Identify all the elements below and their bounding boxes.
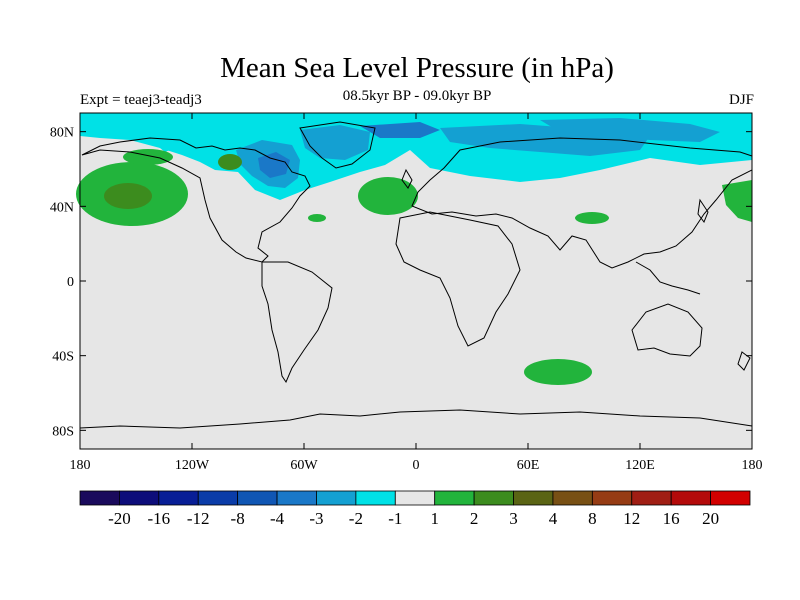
- experiment-label: Expt = teaej3-teadj3: [80, 92, 202, 108]
- coast-australia: [631, 303, 703, 357]
- lon-tick-label: 0: [413, 458, 420, 473]
- colorbar-swatch: [355, 490, 396, 506]
- map-title: Mean Sea Level Pressure (in hPa): [220, 52, 614, 84]
- coast-uk: [401, 168, 413, 189]
- lon-tick-label: 60W: [290, 458, 318, 473]
- map-background: [80, 113, 752, 449]
- colorbar-label: -20: [108, 509, 131, 528]
- map-panel: [76, 112, 753, 450]
- lon-tick-label: 120W: [175, 458, 210, 473]
- coast-greenland: [299, 121, 376, 169]
- colorbar-swatch: [276, 490, 317, 506]
- canada-green-patch: [218, 154, 242, 170]
- coast-south-america: [261, 261, 333, 384]
- lat-tick-label: 80N: [50, 126, 74, 141]
- east-asia-green-region: [722, 180, 752, 222]
- colorbar: -20 -16 -12 -8 -4 -3 -2 -1 1 2 3 4 8 12 16 20: [79, 490, 751, 528]
- colorbar-swatch: [237, 490, 278, 506]
- lat-tick-label: 80S: [52, 424, 74, 439]
- colorbar-swatch: [473, 490, 514, 506]
- colorbar-label: 2: [470, 509, 479, 528]
- lon-tick-label: 60E: [517, 458, 540, 473]
- coast-africa: [395, 211, 521, 347]
- coast-eurasia: [411, 137, 753, 269]
- colorbar-swatch: [316, 490, 357, 506]
- lat-tick-label: 40N: [50, 200, 74, 215]
- colorbar-label: 3: [509, 509, 518, 528]
- negative-anomaly-regions: [80, 113, 752, 200]
- colorbar-swatch: [591, 490, 633, 506]
- colorbar-label: -3: [309, 509, 323, 528]
- pacific-small-green: [123, 149, 173, 165]
- colorbar-label: 20: [702, 509, 719, 528]
- colorbar-label: 1: [430, 509, 439, 528]
- north-atlantic-green-region: [358, 177, 418, 215]
- colorbar-label: -1: [388, 509, 402, 528]
- coast-maritime-islands: [635, 261, 701, 295]
- lat-tick-label: 0: [67, 275, 74, 290]
- mid-atlantic-green-spot: [308, 214, 326, 222]
- greenland-blue-region: [300, 125, 370, 160]
- coast-north-america: [81, 137, 311, 263]
- colorbar-label: 4: [549, 509, 558, 528]
- canada-blue-region: [258, 152, 290, 178]
- middle-east-green-spot: [575, 212, 609, 224]
- north-pacific-dark-core: [104, 183, 152, 209]
- latitude-axis: 80N 40N 0 40S 80S: [50, 126, 752, 439]
- lon-tick-label: 180: [70, 458, 91, 473]
- colorbar-label: 12: [623, 509, 640, 528]
- eurasia-blue-region: [540, 118, 720, 142]
- colorbar-swatch: [631, 490, 672, 506]
- arctic-blue-patch: [360, 122, 440, 138]
- coast-japan: [697, 198, 709, 224]
- period-label: 08.5kyr BP - 09.0kyr BP: [342, 88, 492, 104]
- colorbar-swatch: [79, 490, 120, 506]
- colorbar-swatch: [513, 490, 554, 506]
- colorbar-label: -16: [147, 509, 170, 528]
- coast-antarctica: [79, 409, 753, 429]
- colorbar-swatch: [394, 490, 436, 506]
- colorbar-label: -8: [231, 509, 245, 528]
- colorbar-swatch: [119, 490, 160, 506]
- lat-tick-label: 40S: [52, 350, 74, 365]
- colorbar-label: 16: [663, 509, 680, 528]
- colorbar-label: -4: [270, 509, 285, 528]
- positive-anomaly-regions: [76, 149, 752, 385]
- colorbar-swatch: [710, 490, 751, 506]
- colorbar-label: 8: [588, 509, 597, 528]
- colorbar-swatch: [158, 490, 199, 506]
- season-label: DJF: [728, 92, 754, 108]
- colorbar-swatch: [552, 490, 593, 506]
- colorbar-label: -2: [349, 509, 363, 528]
- colorbar-label: -12: [187, 509, 210, 528]
- colorbar-swatch: [197, 490, 239, 506]
- lon-tick-label: 120E: [625, 458, 655, 473]
- southern-ocean-green-region: [524, 359, 592, 385]
- colorbar-swatch: [670, 490, 711, 506]
- colorbar-swatch: [434, 490, 475, 506]
- longitude-axis: 180 120W 60W 0 60E 120E 180: [70, 113, 763, 473]
- lon-tick-label: 180: [742, 458, 763, 473]
